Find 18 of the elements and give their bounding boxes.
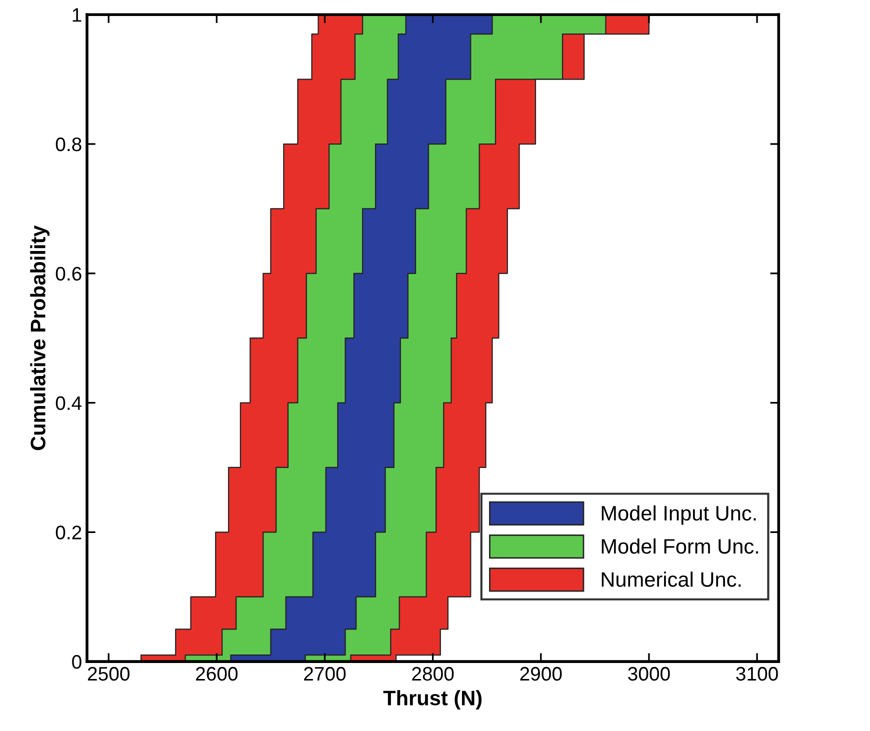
y-tick-label: 0 [72, 655, 82, 669]
y-tick-label: 0.6 [56, 266, 82, 281]
x-tick-label: 3000 [628, 666, 670, 681]
x-tick-label: 2500 [88, 666, 130, 681]
y-tick-label: 1 [72, 8, 82, 22]
x-axis-title: Thrust (N) [383, 690, 482, 710]
x-tick-label: 2600 [196, 666, 238, 681]
y-axis-title: Cumulative Probability [30, 225, 50, 450]
x-tick-label: 3100 [736, 666, 778, 681]
legend-label: Numerical Unc. [602, 572, 741, 587]
y-tick-label: 0.8 [56, 137, 82, 152]
x-tick-label: 2700 [304, 666, 346, 681]
x-tick-label: 2900 [520, 666, 562, 681]
legend-label: Model Input Unc. [602, 505, 756, 525]
y-tick-label: 0.2 [56, 526, 82, 540]
y-tick-label: 0.4 [56, 396, 82, 410]
legend-label: Model Form Unc. [602, 538, 758, 554]
x-tick-label: 2800 [412, 666, 454, 681]
